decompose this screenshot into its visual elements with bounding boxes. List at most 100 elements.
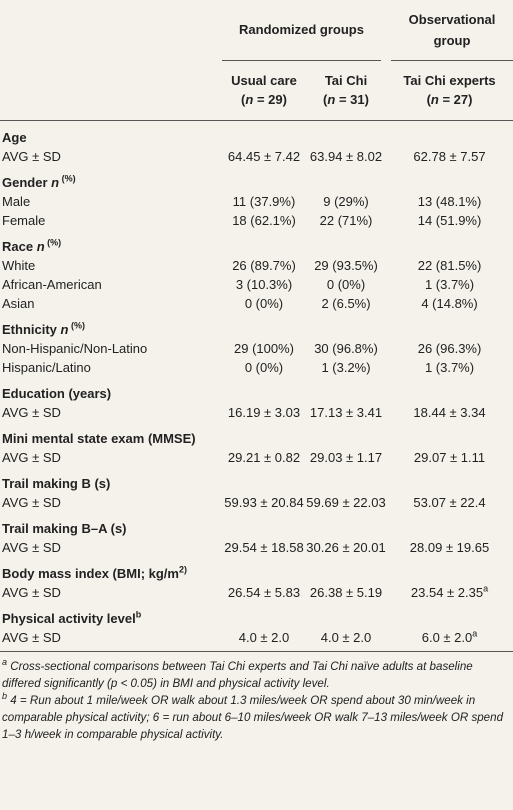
section-heading-part: Ethnicity [2,321,61,337]
row-label: Hispanic/Latino [2,359,91,375]
value-cell: 13 (48.1%) [417,193,482,209]
section-heading-row: Ethnicity n (%) [0,313,513,339]
section-heading-row: Body mass index (BMI; kg/m2) [0,557,513,583]
section-heading: Trail making B–A (s) [2,520,127,536]
footnote: b 4 = Run about 1 mile/week OR walk abou… [2,691,509,743]
section-heading-row: Gender n (%) [0,166,513,192]
value-cell: 23.54 ± 2.35a [386,583,513,602]
value-cell: 26.54 ± 5.83 [227,584,301,600]
column-n: ( [241,92,246,107]
value-cell: 1 (3.7%) [424,276,475,292]
footnote-text: Cross-sectional comparisons between Tai … [2,659,473,690]
value-cell: 14 (51.9%) [417,212,482,228]
group-header: Observational group [381,0,513,61]
section-heading-row: Mini mental state exam (MMSE) [0,422,513,448]
row-label: African-American [2,276,102,292]
value-cell: 18.44 ± 3.34 [413,404,486,420]
section-heading-part: n [36,238,45,254]
value-cell: 18 (62.1%) [232,212,296,228]
value-cell: 22 (81.5%) [417,257,482,273]
group-header: Randomized groups [222,0,387,61]
value-cell: 30 (96.8%) [314,340,378,356]
section-heading-part: Race [2,238,37,254]
data-row: AVG ± SD 29.54 ± 18.58 30.26 ± 20.01 28.09 … [0,538,513,557]
row-label: AVG ± SD [2,539,61,555]
value-cell: 0 (0%) [244,359,284,375]
data-row: Male 11 (37.9%) 9 (29%) 13 (48.1%) [0,192,513,211]
value-cell: 29 (100%) [234,340,294,356]
section-heading-part: (%) [59,173,76,184]
value-part: a [483,583,489,594]
section-heading-part: n [60,321,69,337]
section-heading: Race n (%) [0,230,222,256]
value-cell: 29.03 ± 1.17 [309,449,383,465]
value-cell: 53.07 ± 22.4 [413,494,486,510]
value-cell: 29.21 ± 0.82 [227,449,301,465]
footnote-mark: a [2,656,8,667]
value-cell: 30.26 ± 20.01 [306,539,386,555]
data-row: Non-Hispanic/Non-Latino 29 (100%) 30 (96.8… [0,339,513,358]
value-cell: 16.19 ± 3.03 [227,404,301,420]
section-heading-part: Physical activity level [2,610,136,626]
data-row: AVG ± SD 16.19 ± 3.03 17.13 ± 3.41 18.44 ± … [0,403,513,422]
row-label: AVG ± SD [2,404,61,420]
value-cell: 64.45 ± 7.42 [227,148,301,164]
row-label: Male [2,193,31,209]
section-heading-part: 2 [178,564,184,575]
value-cell: 9 (29%) [323,193,369,209]
section-heading-part: Gender [2,174,52,190]
column-name: Usual care [231,73,297,88]
section-heading-part: (%) [68,320,85,331]
data-row: AVG ± SD 26.54 ± 5.83 26.38 ± 5.19 23.54 ± … [0,583,513,602]
section-heading-part: Body mass index (BMI; kg/m [2,565,179,581]
value-cell: 4.0 ± 2.0 [320,629,372,645]
column-n: n [430,92,439,107]
data-row: AVG ± SD 29.21 ± 0.82 29.03 ± 1.17 29.07 ± … [0,448,513,467]
data-row: Hispanic/Latino 0 (0%) 1 (3.2%) 1 (3.7%) [0,358,513,377]
value-cell: 11 (37.9%) [232,193,296,209]
column-n: = 29) [253,92,287,107]
section-heading: Gender n (%) [0,166,222,192]
value-cell: 4.0 ± 2.0 [238,629,290,645]
value-cell: 62.78 ± 7.57 [413,148,486,164]
data-row: AVG ± SD 59.93 ± 20.84 59.69 ± 22.03 53.07 … [0,493,513,512]
section-heading-part: b [135,609,142,620]
value-part: 23.54 ± 2.35 [410,584,484,600]
value-cell: 63.94 ± 8.02 [309,148,383,164]
section-heading: Physical activity levelb [0,602,222,628]
row-label: Non-Hispanic/Non-Latino [2,340,148,356]
column-name: Tai Chi experts [403,73,496,88]
footnote: a Cross-sectional comparisons between Ta… [2,656,509,692]
data-row: Female 18 (62.1%) 22 (71%) 14 (51.9%) [0,211,513,230]
value-part: 6.0 ± 2.0 [421,629,473,645]
column-n: = 31) [335,92,369,107]
row-label: AVG ± SD [2,148,61,164]
column-n: n [245,92,254,107]
row-label: Female [2,212,46,228]
row-label: White [2,257,36,273]
column-header: Usual care (n = 29) [222,60,306,120]
section-heading: Body mass index (BMI; kg/m2) [0,557,222,583]
footnotes: a Cross-sectional comparisons between Ta… [0,652,513,743]
column-header: Tai Chi (n = 31) [306,60,386,120]
column-n: n [327,92,336,107]
section-heading-row: Education (years) [0,377,513,403]
data-row: AVG ± SD 64.45 ± 7.42 63.94 ± 8.02 62.78 ± … [0,147,513,166]
section-heading-row: Trail making B (s) [0,467,513,493]
value-cell: 59.69 ± 22.03 [306,494,386,510]
characteristics-table: Randomized groups Observational group Us… [0,0,513,652]
value-cell: 29 (93.5%) [314,257,378,273]
value-cell: 26 (89.7%) [232,257,296,273]
section-heading-row: Age [0,120,513,147]
footnote-text: 4 = Run about 1 mile/week OR walk about … [2,693,504,741]
value-cell: 1 (3.7%) [424,359,475,375]
section-heading: Age [2,129,27,145]
value-cell: 3 (10.3%) [235,276,293,292]
value-cell: 22 (71%) [319,212,373,228]
column-n: = 27) [438,92,473,107]
section-heading: Education (years) [2,385,112,401]
value-cell: 6.0 ± 2.0a [386,628,513,652]
value-cell: 29.54 ± 18.58 [224,539,304,555]
section-heading: Ethnicity n (%) [0,313,222,339]
